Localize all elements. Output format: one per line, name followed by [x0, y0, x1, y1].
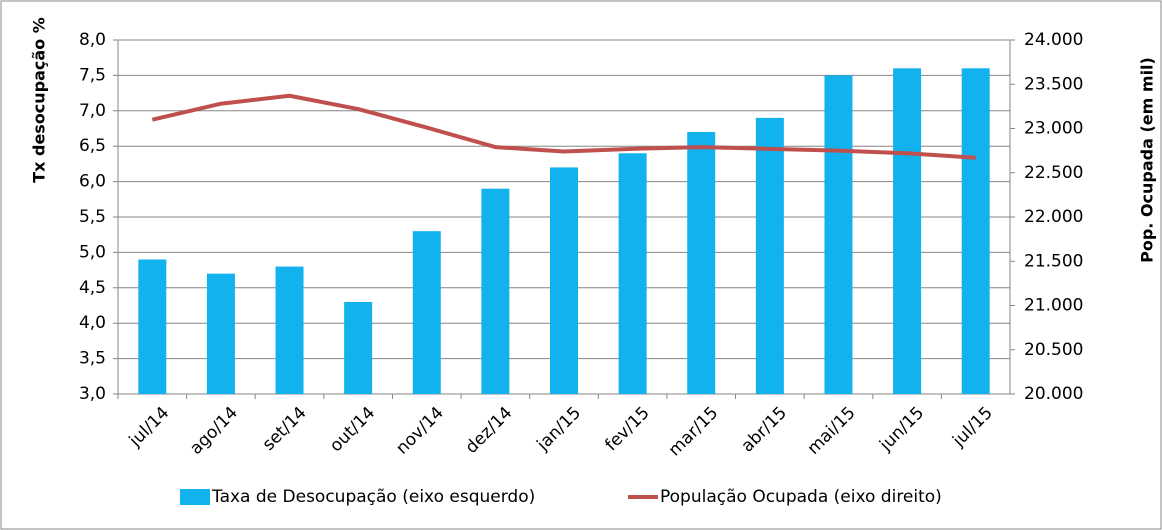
y2-tick-label: 21.000 — [1024, 296, 1083, 316]
y-tick-label: 3,0 — [79, 384, 106, 404]
bar — [618, 153, 647, 394]
y2-tick-label: 24.000 — [1024, 30, 1083, 50]
y-tick-label: 3,5 — [79, 349, 106, 369]
y2-tick-label: 20.500 — [1024, 340, 1083, 360]
y2-tick-label: 22.000 — [1024, 207, 1083, 227]
legend-label: População Ocupada (eixo direito) — [660, 487, 942, 507]
y2-tick-label: 20.000 — [1024, 384, 1083, 404]
bar — [687, 132, 716, 395]
bar — [755, 117, 784, 394]
bar — [550, 167, 578, 394]
bar — [824, 75, 853, 395]
y2-tick-label: 22.500 — [1024, 163, 1083, 183]
y-tick-label: 4,5 — [79, 278, 106, 298]
bar — [138, 259, 167, 394]
y2-tick-label: 21.500 — [1024, 251, 1083, 271]
bar — [412, 231, 441, 394]
line — [151, 93, 976, 160]
y-tick-label: 6,0 — [79, 172, 106, 192]
y-tick-label: 5,5 — [79, 207, 106, 227]
y2-tick-label: 23.500 — [1024, 74, 1083, 94]
bar — [344, 301, 373, 394]
bar — [275, 266, 304, 394]
bar — [206, 273, 235, 394]
bar — [961, 68, 990, 394]
y2-axis-label: Pop. Ocupada (em mil) — [1138, 57, 1157, 263]
bar — [481, 188, 510, 394]
legend-label: Taxa de Desocupação (eixo esquerdo) — [211, 487, 535, 507]
y-tick-label: 7,0 — [79, 101, 106, 121]
y-tick-label: 5,0 — [79, 242, 106, 262]
y-tick-label: 4,0 — [79, 313, 106, 333]
y-tick-label: 7,5 — [79, 65, 106, 85]
y2-tick-label: 23.000 — [1024, 119, 1083, 139]
legend-swatch — [180, 489, 210, 505]
y-axis-label: Tx desocupação % — [30, 17, 49, 183]
y-tick-label: 6,5 — [79, 136, 106, 156]
bar — [893, 68, 922, 394]
y-tick-label: 8,0 — [79, 30, 106, 50]
